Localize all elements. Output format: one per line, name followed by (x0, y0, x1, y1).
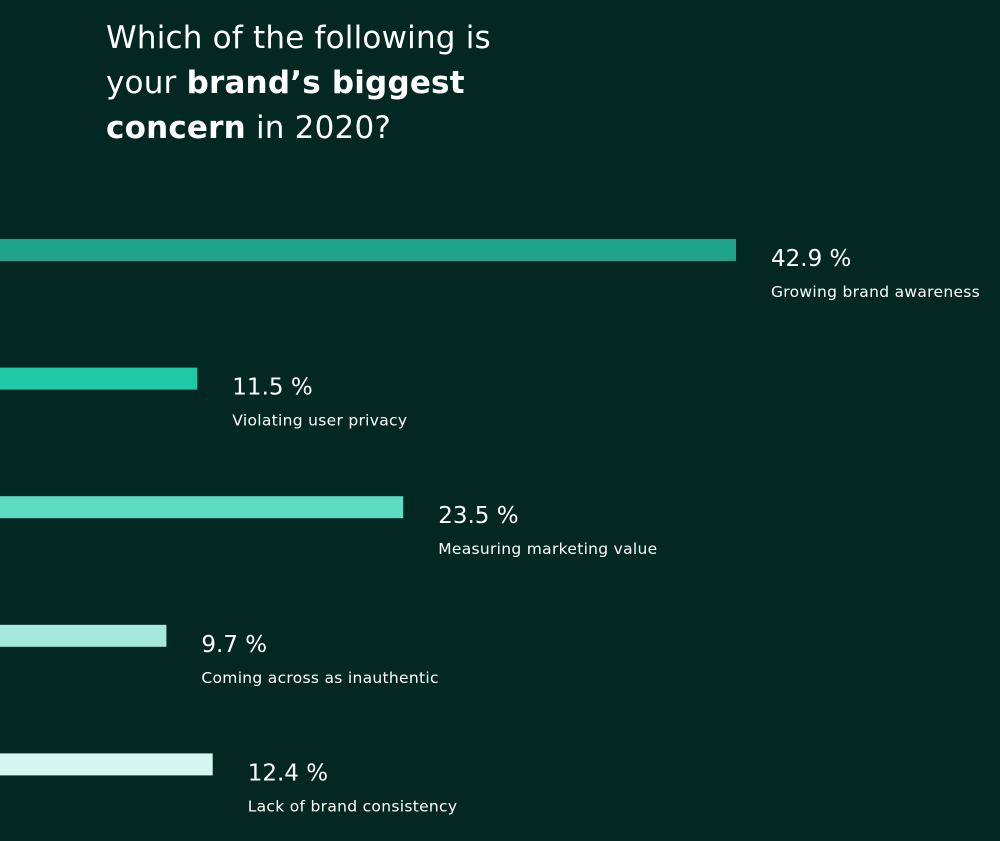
title-line-3-suffix: in 2020? (245, 110, 392, 146)
bar-4 (0, 624, 167, 647)
chart-title: Which of the following is your brand’s b… (106, 16, 526, 151)
bar-3 (0, 496, 404, 519)
value-label-5: 12.4 % (248, 760, 328, 786)
title-line-1: Which of the following is (106, 20, 491, 56)
category-label-1: Growing brand awareness (771, 283, 980, 301)
title-line-3-bold: concern (106, 110, 246, 146)
category-label-5: Lack of brand consistency (248, 797, 458, 815)
value-label-4: 9.7 % (201, 632, 267, 658)
category-label-4: Coming across as inauthentic (201, 669, 438, 687)
value-label-2: 11.5 % (232, 375, 312, 401)
bar-5 (0, 753, 213, 776)
category-label-2: Violating user privacy (232, 412, 407, 430)
title-line-2-prefix: your (106, 65, 187, 101)
category-label-3: Measuring marketing value (438, 540, 657, 558)
bar-2 (0, 367, 198, 390)
value-label-1: 42.9 % (771, 246, 851, 272)
value-label-3: 23.5 % (438, 503, 518, 529)
bar-1 (0, 239, 736, 261)
title-line-2-bold: brand’s biggest (186, 65, 465, 101)
